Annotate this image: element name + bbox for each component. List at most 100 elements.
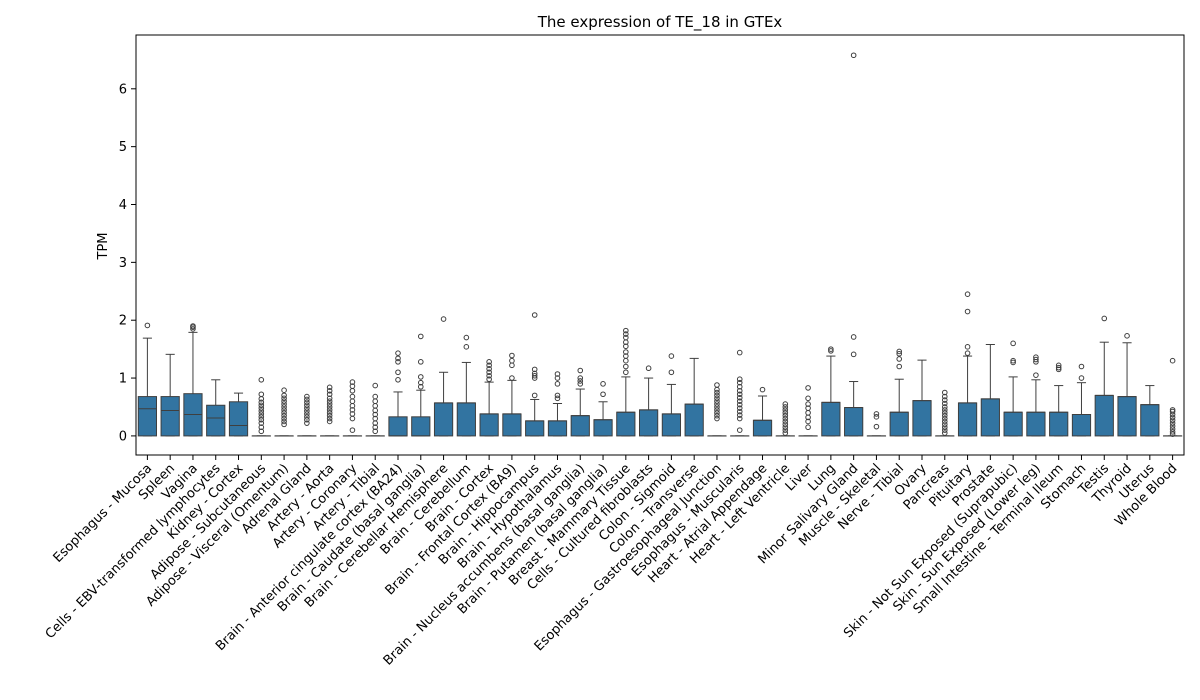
outlier-point — [714, 407, 720, 413]
outlier-point — [941, 412, 948, 419]
outlier-point — [531, 312, 538, 318]
box-body — [137, 396, 158, 437]
outlier-point — [805, 385, 811, 391]
outlier-point — [941, 389, 948, 396]
outlier-point — [736, 383, 743, 390]
outlier-point — [531, 366, 538, 373]
outlier-point — [668, 369, 675, 376]
box-21 — [616, 327, 636, 437]
outlier-point — [281, 398, 287, 404]
outlier-point — [941, 421, 948, 428]
box-20 — [593, 381, 613, 437]
outlier-point — [531, 370, 538, 377]
outlier-point — [326, 387, 333, 394]
y-tick-label: 5 — [119, 140, 127, 155]
outlier-point — [873, 423, 880, 430]
outlier-point — [805, 405, 811, 411]
outlier-point — [349, 398, 356, 404]
box-18 — [547, 371, 568, 437]
box-31 — [844, 52, 864, 437]
outlier-point — [623, 363, 629, 370]
outlier-point — [326, 409, 333, 416]
outlier-point — [326, 401, 333, 407]
outlier-point — [736, 349, 743, 356]
outlier-point — [281, 418, 287, 425]
outlier-point — [850, 52, 857, 59]
outlier-point — [736, 394, 743, 401]
box-body — [1026, 411, 1046, 437]
outlier-point — [896, 363, 903, 370]
box-body — [1071, 414, 1092, 437]
outlier-point — [736, 391, 743, 398]
outlier-point — [349, 387, 356, 394]
outlier-point — [1010, 340, 1016, 347]
outlier-point — [531, 372, 538, 379]
outlier-point — [941, 424, 948, 431]
outlier-point — [304, 393, 310, 400]
outlier-point — [964, 291, 971, 297]
outlier-point — [304, 408, 310, 414]
outlier-point — [349, 407, 356, 413]
outlier-point — [395, 369, 401, 376]
outlier-point — [258, 391, 265, 398]
y-axis-label: TPM — [96, 233, 111, 261]
outlier-point — [941, 427, 948, 433]
outlier-point — [782, 421, 789, 428]
outlier-point — [1169, 357, 1176, 364]
box-body — [479, 413, 499, 437]
outlier-point — [600, 381, 606, 387]
outlier-point — [714, 395, 720, 402]
outlier-point — [1055, 362, 1062, 369]
outlier-point — [304, 414, 310, 420]
outlier-point — [304, 402, 310, 409]
outlier-point — [623, 334, 629, 341]
outlier-point — [1169, 417, 1176, 424]
outlier-point — [554, 381, 561, 387]
outlier-point — [349, 427, 356, 433]
outlier-point — [1169, 426, 1176, 432]
outlier-point — [281, 404, 287, 410]
outlier-point — [372, 424, 379, 431]
outlier-point — [736, 376, 743, 383]
outlier-point — [463, 344, 470, 350]
outlier-point — [736, 408, 743, 415]
outlier-point — [782, 412, 789, 419]
box-body — [593, 419, 613, 437]
box-33 — [889, 348, 909, 437]
outlier-point — [623, 343, 629, 350]
box-14 — [456, 334, 476, 437]
outlier-point — [964, 308, 971, 315]
outlier-point — [1169, 420, 1176, 426]
box-29 — [798, 385, 818, 437]
outlier-point — [964, 350, 971, 356]
outlier-point — [531, 392, 538, 399]
outlier-point — [850, 334, 857, 340]
outlier-point — [736, 405, 743, 411]
outlier-point — [554, 371, 561, 377]
outlier-point — [304, 399, 310, 406]
y-tick-label: 1 — [119, 372, 127, 387]
outlier-point — [714, 401, 720, 407]
box-11 — [388, 350, 408, 437]
outlier-point — [486, 359, 492, 365]
outlier-point — [736, 412, 743, 418]
outlier-point — [258, 376, 265, 383]
y-tick-label: 2 — [119, 314, 127, 329]
outlier-point — [714, 412, 720, 419]
outlier-point — [1124, 333, 1130, 339]
outlier-point — [782, 415, 789, 422]
outlier-point — [782, 409, 789, 416]
outlier-point — [1033, 356, 1039, 363]
outlier-point — [258, 402, 265, 409]
outlier-point — [417, 374, 424, 380]
outlier-point — [714, 398, 720, 404]
outlier-point — [782, 407, 789, 413]
box-44 — [1140, 385, 1160, 437]
box-24 — [684, 357, 704, 437]
outlier-point — [372, 382, 379, 389]
y-tick-label: 4 — [119, 198, 127, 213]
box-body — [206, 404, 226, 437]
outlier-point — [736, 401, 743, 408]
